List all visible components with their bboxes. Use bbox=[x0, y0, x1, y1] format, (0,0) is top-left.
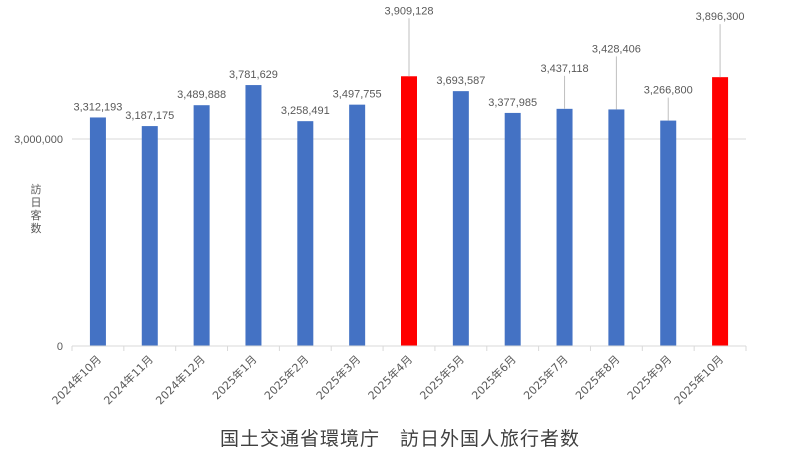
bar bbox=[401, 76, 417, 346]
y-tick-label: 0 bbox=[57, 341, 63, 353]
x-tick-label: 2025年9月 bbox=[624, 352, 674, 402]
bar bbox=[712, 77, 729, 346]
x-tick-label: 2024年11月 bbox=[101, 352, 156, 407]
bar bbox=[452, 91, 469, 347]
bar bbox=[556, 108, 573, 346]
data-label: 3,377,985 bbox=[488, 97, 537, 109]
x-tick-label: 2025年1月 bbox=[209, 352, 259, 402]
x-tick-label: 2025年5月 bbox=[417, 352, 467, 402]
chart-title: 国土交通省環境庁 訪日外国人旅行者数 bbox=[219, 428, 580, 450]
bar bbox=[504, 112, 521, 346]
bar bbox=[141, 126, 158, 346]
x-tick-label: 2025年8月 bbox=[572, 352, 622, 402]
bar bbox=[193, 105, 210, 347]
x-tick-label: 2024年10月 bbox=[49, 352, 104, 407]
bar bbox=[608, 109, 625, 346]
x-tick-label: 2025年10月 bbox=[671, 352, 726, 407]
data-label: 3,258,491 bbox=[281, 105, 330, 117]
data-label: 3,693,587 bbox=[436, 75, 485, 87]
x-tick-label: 2025年6月 bbox=[469, 352, 519, 402]
data-label: 3,187,175 bbox=[125, 110, 174, 122]
bar bbox=[89, 117, 106, 346]
data-label-leader-lines bbox=[408, 18, 721, 121]
x-tick-label: 2025年4月 bbox=[365, 352, 415, 402]
data-label: 3,266,800 bbox=[644, 85, 693, 97]
bar bbox=[660, 120, 677, 347]
data-label: 3,437,118 bbox=[540, 63, 588, 75]
x-tick-label: 2025年7月 bbox=[520, 352, 570, 402]
y-axis-label: 訪日客数 bbox=[30, 183, 42, 235]
y-tick-label: 3,000,000 bbox=[14, 134, 63, 146]
data-label: 3,428,406 bbox=[592, 43, 641, 55]
data-label: 3,312,193 bbox=[73, 101, 122, 113]
bar bbox=[245, 85, 262, 346]
data-label: 3,497,755 bbox=[333, 89, 382, 101]
data-label: 3,781,629 bbox=[229, 69, 278, 81]
x-tick-label: 2025年2月 bbox=[261, 352, 311, 402]
data-label: 3,896,300 bbox=[696, 11, 745, 23]
x-tick-label: 2024年12月 bbox=[153, 352, 208, 407]
x-tick-label: 2025年3月 bbox=[313, 352, 363, 402]
y-axis-ticks: 0 3,000,000 bbox=[14, 134, 63, 353]
bars bbox=[89, 76, 729, 347]
bar bbox=[297, 121, 314, 346]
bar bbox=[349, 104, 366, 346]
data-label: 3,489,888 bbox=[177, 89, 226, 101]
data-label: 3,909,128 bbox=[385, 5, 434, 17]
